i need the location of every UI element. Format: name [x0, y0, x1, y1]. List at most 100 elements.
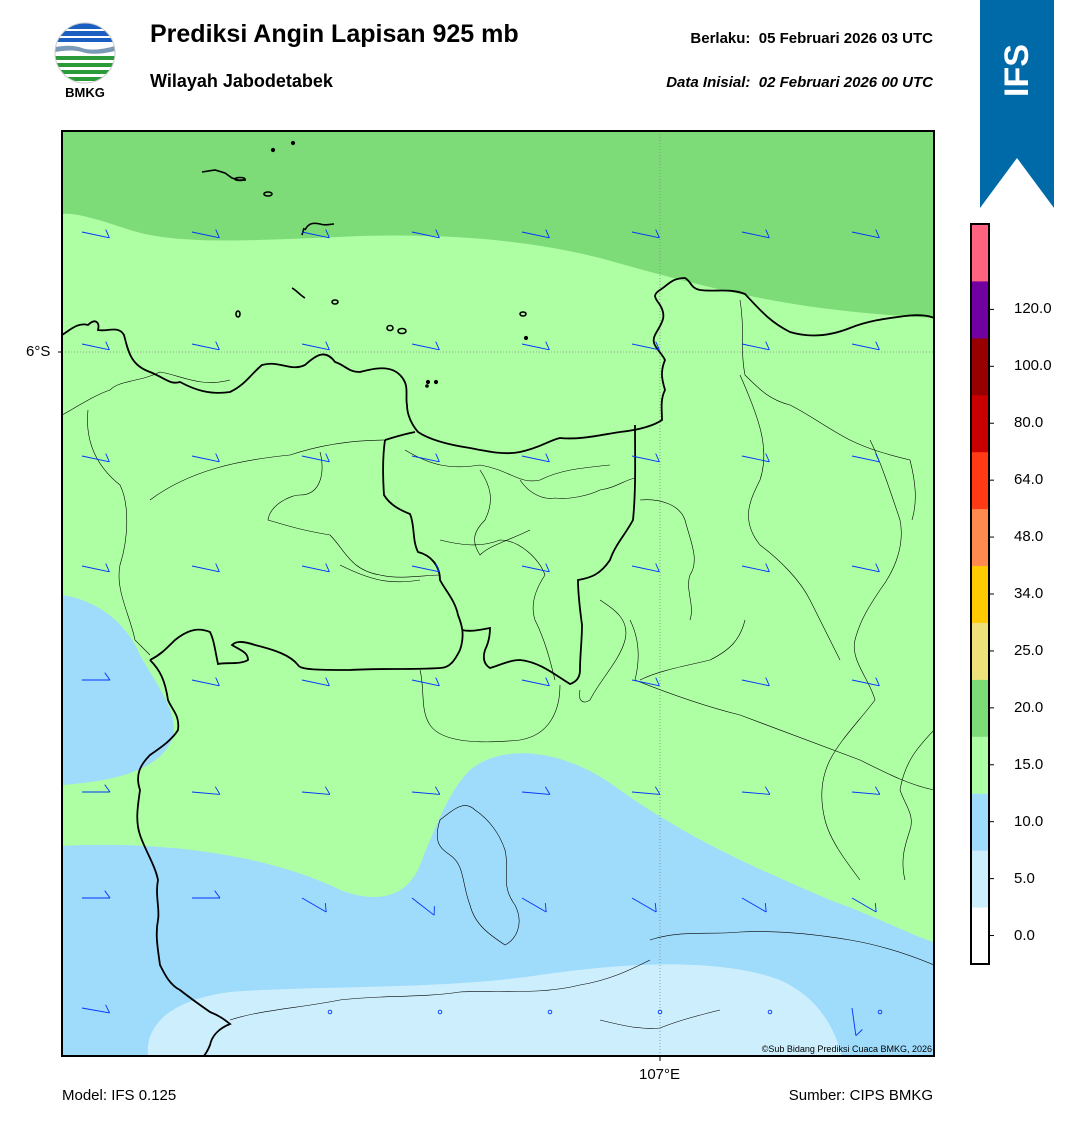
- wind-barb: [521, 786, 551, 795]
- logo-text: BMKG: [65, 85, 105, 100]
- valid-time: Berlaku: 05 Februari 2026 03 UTC: [690, 30, 933, 47]
- colorbar-segment: [971, 679, 989, 737]
- wind-barb: [521, 453, 550, 463]
- colorbar-tick-label: 10.0: [1014, 812, 1044, 830]
- colorbar-tick-label: 34.0: [1014, 585, 1044, 602]
- colorbar: [970, 223, 994, 965]
- colorbar-segment: [971, 565, 989, 623]
- colorbar-segment: [971, 337, 989, 396]
- wind-barb: [851, 677, 880, 687]
- wind-barb: [191, 341, 220, 351]
- colorbar-tick-label: 120.0: [1014, 300, 1052, 318]
- wind-barb: [411, 229, 440, 239]
- wind-barb: [851, 1007, 863, 1037]
- model-label: Model: IFS 0.125: [62, 1087, 177, 1104]
- init-time: Data Inisial: 02 Februari 2026 00 UTC: [666, 74, 933, 91]
- wind-barb: [81, 563, 110, 573]
- wind-barb: [631, 341, 660, 351]
- wind-barb: [411, 677, 440, 687]
- shade-5-10-west: [62, 595, 174, 785]
- wind-barb: [191, 229, 220, 239]
- colorbar-tick-label: 0.0: [1014, 926, 1035, 944]
- map-subtitle: Wilayah Jabodetabek: [150, 71, 333, 91]
- wind-barb: [741, 341, 770, 351]
- wind-barb: [631, 229, 660, 239]
- colorbar-tick-label: 100.0: [1014, 357, 1052, 375]
- admin-boundaries: [62, 299, 934, 1029]
- wind-barb: [191, 453, 220, 463]
- wind-barb: [82, 784, 111, 793]
- wind-barb: [521, 341, 550, 351]
- wind-barb-calm: [877, 1009, 883, 1015]
- colorbar-segment: [971, 736, 989, 794]
- wind-barb: [81, 453, 110, 463]
- colorbar-segment: [971, 508, 989, 567]
- wind-barb: [851, 786, 881, 795]
- bmkg-logo-icon: [52, 20, 118, 102]
- wind-barb: [81, 1004, 111, 1014]
- colorbar-segment: [971, 224, 989, 282]
- wind-barb: [521, 677, 550, 687]
- ifs-ribbon: [980, 0, 1054, 208]
- wind-barb: [851, 341, 880, 351]
- colorbar-tick-label: 64.0: [1014, 471, 1044, 489]
- wind-barb: [631, 786, 661, 795]
- colorbar-segment: [971, 622, 989, 680]
- wind-barb: [741, 229, 770, 239]
- wind-barb-calm: [437, 1009, 443, 1015]
- colorbar-tick-label: 15.0: [1014, 755, 1044, 773]
- wind-barb: [82, 672, 111, 681]
- longitude-label: 107°E: [639, 1066, 681, 1083]
- wind-barb: [411, 453, 440, 463]
- colorbar-tick-label: 5.0: [1014, 869, 1035, 887]
- wind-barb: [301, 341, 330, 351]
- wind-barb: [631, 677, 660, 687]
- wind-barb: [741, 677, 770, 687]
- map-title: Prediksi Angin Lapisan 925 mb: [150, 20, 519, 48]
- wind-barb: [301, 453, 330, 463]
- coastline: [62, 277, 934, 1056]
- copyright-text: ©Sub Bidang Prediksi Cuaca BMKG, 2026: [762, 1044, 932, 1054]
- colorbar-segment: [971, 280, 989, 339]
- wind-barb: [411, 786, 441, 795]
- wind-barb: [81, 229, 110, 239]
- wind-barb: [301, 786, 331, 795]
- colorbar-segment: [971, 394, 989, 453]
- wind-barb: [191, 563, 220, 573]
- wind-barb-calm: [327, 1009, 333, 1015]
- wind-barb: [631, 453, 660, 463]
- wind-barb: [851, 453, 880, 463]
- wind-barb: [301, 677, 330, 687]
- wind-barb: [411, 897, 435, 916]
- wind-barb: [191, 677, 220, 687]
- wind-barb: [631, 563, 660, 573]
- colorbar-tick-label: 25.0: [1014, 641, 1044, 659]
- wind-barb: [82, 890, 111, 899]
- wind-barb: [741, 453, 770, 463]
- islands: [201, 140, 529, 388]
- wind-barb-calm: [657, 1009, 663, 1015]
- wind-barb: [301, 229, 330, 239]
- colorbar-segment: [971, 793, 989, 851]
- colorbar-segment: [971, 850, 989, 908]
- wind-barb: [741, 563, 770, 573]
- wind-barb: [741, 897, 767, 913]
- source-label: Sumber: CIPS BMKG: [788, 1087, 933, 1104]
- wind-barb: [521, 563, 550, 573]
- wind-barb: [851, 563, 880, 573]
- wind-barb: [191, 786, 221, 795]
- colorbar-tick-label: 48.0: [1014, 528, 1044, 546]
- wind-barb: [851, 229, 880, 239]
- wind-barb: [631, 897, 657, 913]
- shade-15-20: [62, 131, 934, 318]
- wind-barbs: [81, 229, 883, 1037]
- wind-barb: [741, 786, 771, 795]
- wind-barb: [81, 341, 110, 351]
- colorbar-tick-label: 80.0: [1014, 414, 1044, 432]
- wind-barb: [851, 897, 877, 913]
- wind-barb-calm: [767, 1009, 773, 1015]
- wind-barb: [521, 897, 547, 913]
- colorbar-tick-label: 20.0: [1014, 698, 1044, 716]
- wind-barb: [301, 563, 330, 573]
